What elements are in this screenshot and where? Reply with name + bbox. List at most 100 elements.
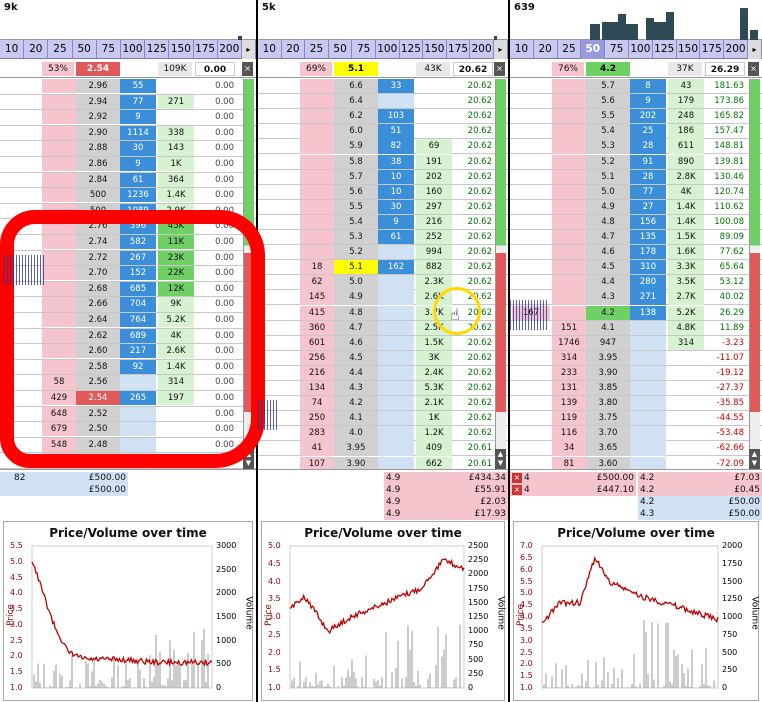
lay-volume[interactable] [378,441,414,456]
ladder-row[interactable]: 2.66 704 9K 0.00 [0,297,256,313]
back-volume[interactable] [42,266,76,281]
ladder-row[interactable]: 429 2.54 265 197 0.00 [0,391,256,407]
back-volume[interactable]: 648 [42,406,76,421]
ladder-row[interactable]: 2.70 152 22K 0.00 [0,266,256,282]
lay-volume[interactable]: 92 [120,359,156,375]
ladder-row[interactable]: 250 4.1 1K 20.62 [258,411,508,427]
lay-volume[interactable]: 10 [378,184,414,199]
bet-row[interactable]: × 4 £447.10 [510,484,636,496]
back-volume[interactable]: 314 [552,350,586,366]
close-icon[interactable]: × [748,62,759,76]
lay-volume[interactable]: 82 [378,139,414,154]
tab-25[interactable]: 25 [305,40,329,59]
lay-volume[interactable]: 152 [120,266,156,281]
back-volume[interactable]: 116 [552,426,586,441]
ladder-row[interactable]: 131 3.85 -27.37 [510,381,762,397]
bet-row[interactable]: 4.2 £0.45 [638,484,762,496]
lay-volume[interactable]: 202 [630,109,666,124]
ladder-scrollbar[interactable] [243,79,254,449]
lay-volume[interactable]: 28 [630,169,666,184]
ladder-row[interactable]: 4.9 27 1.4K 110.62 [510,199,762,215]
ladder-row[interactable]: 34 3.65 -62.66 [510,441,762,457]
lay-volume[interactable] [378,275,414,290]
back-volume[interactable]: 41 [300,441,334,456]
tab-20[interactable]: 20 [534,40,558,59]
back-volume[interactable] [552,245,586,260]
back-volume[interactable]: 62 [300,275,334,290]
ladder-row[interactable]: 5.6 10 160 20.62 [258,184,508,200]
lay-volume[interactable]: 162 [378,260,414,275]
lay-volume[interactable] [378,426,414,441]
lay-volume[interactable]: 704 [120,297,156,312]
lay-volume[interactable]: 33 [378,79,414,94]
ladder-row[interactable]: 5.5 202 248 165.82 [510,109,762,125]
back-volume[interactable]: 360 [300,320,334,335]
lay-volume[interactable]: 135 [630,230,666,245]
lay-volume[interactable]: 9 [630,94,666,109]
ladder-row[interactable]: 2.86 9 1K 0.00 [0,157,256,173]
ladder-row[interactable]: 116 3.70 -53.48 [510,426,762,442]
ladder-row[interactable]: 314 3.95 -11.07 [510,350,762,366]
scroll-down-icon[interactable]: ▼ [495,458,506,469]
tab-50[interactable]: 50 [73,40,97,59]
lay-volume[interactable]: 582 [120,235,156,250]
back-volume[interactable] [552,214,586,230]
lay-volume[interactable] [120,406,156,421]
ladder-row[interactable]: 648 2.52 0.00 [0,406,256,423]
back-volume[interactable] [300,139,334,154]
back-volume[interactable]: 74 [300,396,334,411]
back-volume[interactable] [300,94,334,109]
ladder-row[interactable]: 145 4.9 2.6K 20.62 [258,290,508,306]
lay-volume[interactable]: 77 [120,94,156,109]
back-volume[interactable]: 119 [552,411,586,426]
lay-volume[interactable] [630,381,666,396]
ladder-row[interactable]: 233 3.90 -19.12 [510,365,762,381]
back-volume[interactable] [42,172,76,187]
ladder-row[interactable]: 2.92 9 0.00 [0,110,256,126]
back-volume[interactable] [300,79,334,94]
ladder-row[interactable]: 6.4 20.62 [258,94,508,110]
lay-volume[interactable]: 9 [120,110,156,125]
tab-75[interactable]: 75 [97,40,121,59]
ladder-row[interactable]: 5.0 77 4K 120.74 [510,184,762,200]
tab-175[interactable]: 175 [194,40,218,59]
lay-volume[interactable]: 138 [630,305,666,320]
back-volume[interactable] [42,188,76,203]
lay-volume[interactable] [630,456,666,471]
back-volume[interactable] [42,313,76,328]
tab-10[interactable]: 10 [258,40,282,59]
lay-volume[interactable] [630,335,666,350]
tab-200[interactable]: 200 [724,40,748,59]
back-volume[interactable] [42,94,76,109]
back-volume[interactable] [300,214,334,230]
ladder-row[interactable]: 2.90 1114 338 0.00 [0,125,256,142]
tab-125[interactable]: 125 [145,40,170,59]
back-volume[interactable]: 134 [300,381,334,396]
ladder-row[interactable]: 5.2 91 890 139.81 [510,154,762,170]
tab-125[interactable]: 125 [400,40,424,59]
ladder-depth-tabs[interactable]: 10 20 25 50 75 100 125 150 175 200 ▸ [258,40,508,59]
lay-volume[interactable]: 51 [378,124,414,139]
ladder-row[interactable]: 679 2.50 0.00 [0,422,256,438]
ladder-row[interactable]: 5.6 9 179 173.86 [510,94,762,110]
lay-volume[interactable]: 9 [120,157,156,172]
ladder-row[interactable]: 4.4 280 3.5K 53.12 [510,275,762,291]
close-icon[interactable]: × [242,62,253,76]
tab-125[interactable]: 125 [653,40,677,59]
ladder-row[interactable]: 107 3.90 662 20.61 [258,456,508,472]
ladder-row[interactable]: 350 2.46 0.00 [0,453,256,469]
cancel-bet-icon[interactable]: × [512,473,522,483]
back-volume[interactable] [552,260,586,275]
ladder-row[interactable]: 5.7 10 202 20.62 [258,169,508,185]
ladder-row[interactable]: 5.2 994 20.62 [258,245,508,261]
lay-volume[interactable]: 61 [378,230,414,245]
lay-volume[interactable]: 1236 [120,188,156,203]
ladder-row[interactable]: 2.68 685 12K 0.00 [0,281,256,298]
lay-volume[interactable] [120,437,156,453]
tab-100[interactable]: 100 [376,40,400,59]
bet-row[interactable]: £500.00 [0,484,128,496]
lay-volume[interactable]: 28 [630,139,666,154]
lay-volume[interactable]: 265 [120,391,156,406]
lay-volume[interactable]: 280 [630,275,666,290]
ladder-row[interactable]: 2.74 582 11K 0.00 [0,235,256,251]
